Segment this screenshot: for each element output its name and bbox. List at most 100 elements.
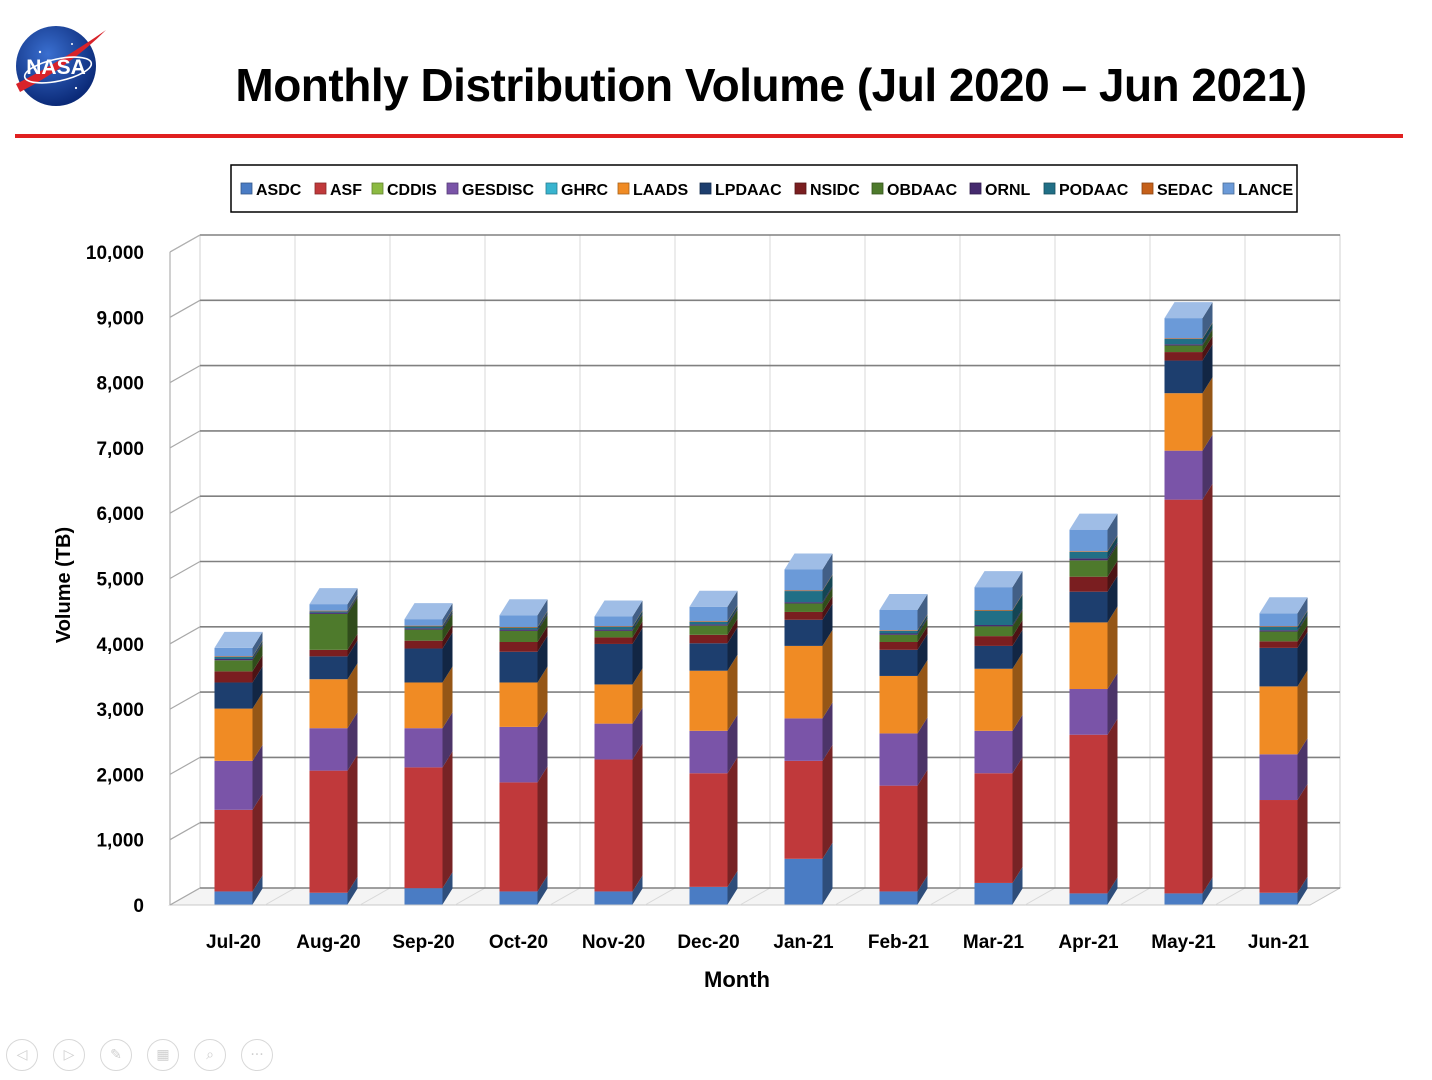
bar-side-ORNL-Mar-21 [1012,609,1023,627]
bar-segment-GESDISC-May-21 [1164,450,1203,500]
bar-side-GESDISC-Feb-21 [917,717,928,786]
bar-segment-ORNL-Nov-20 [594,629,633,631]
bar-segment-OBDAAC-Mar-21 [974,626,1013,637]
y-axis-title: Volume (TB) [53,527,75,643]
bar-segment-SEDAC-Jul-20 [214,656,253,658]
bar-segment-NSIDC-Feb-21 [879,641,918,650]
bar-segment-LPDAAC-Mar-21 [974,645,1013,669]
bar-segment-LANCE-Jan-21 [784,569,823,591]
stacked-bar-chart: 0 1,000 2,000 3,000 4,000 5,000 6,000 7,000 8,00… [53,164,1342,992]
bar-side-PODAAC-Feb-21 [917,614,928,634]
bar-segment-LAADS-Jan-21 [784,645,823,719]
bar-segment-LANCE-Jul-20 [214,647,253,657]
bar-side-GESDISC-May-21 [1202,434,1213,500]
legend-label-LPDAAC: LPDAAC [715,182,782,199]
pen-button[interactable]: ✎ [100,1039,132,1071]
y-tick-label: 7,000 [96,439,144,460]
magnifier-icon: ⌕ [206,1047,214,1063]
bar-side-SEDAC-Mar-21 [1012,593,1023,611]
bar-segment-ASDC-Nov-20 [594,891,633,905]
bar-segment-LAADS-Oct-20 [499,682,538,727]
bar-segment-NSIDC-Jul-20 [214,671,253,683]
bar-side-ASF-Mar-21 [1012,757,1023,883]
bar-side-NSIDC-Dec-20 [727,618,738,644]
bar-side-ASDC-Feb-21 [917,875,928,905]
bar-segment-NSIDC-Nov-20 [594,637,633,644]
bar-segment-SEDAC-Aug-20 [309,610,348,612]
bar-side-LANCE-Jul-20 [252,631,263,657]
legend-swatch-GESDISC [446,182,459,195]
bar-top-Mar-21 [974,571,1023,588]
legend-swatch-LPDAAC [699,182,712,195]
bar-side-LPDAAC-Apr-21 [1107,575,1118,623]
x-tick-label: Apr-21 [1058,932,1119,953]
bar-segment-PODAAC-Jan-21 [784,591,823,603]
bar-side-PODAAC-May-21 [1202,323,1213,345]
bar-segment-ASF-May-21 [1164,499,1203,894]
bar-side-NSIDC-Sep-20 [442,624,453,649]
bar-side-NSIDC-Jun-21 [1297,625,1308,648]
bar-segment-SEDAC-May-21 [1164,338,1203,340]
nasa-logo: NASA [16,26,106,106]
bar-segment-PODAAC-Dec-20 [689,621,728,625]
bar-side-PODAAC-Jul-20 [252,641,263,659]
bar-segment-LPDAAC-May-21 [1164,360,1203,394]
bar-side-PODAAC-Nov-20 [632,610,643,630]
bar-segment-GESDISC-Mar-21 [974,730,1013,774]
bar-side-OBDAAC-Jun-21 [1297,615,1308,642]
bar-side-GESDISC-Sep-20 [442,712,453,768]
bar-side-NSIDC-Jul-20 [252,655,263,683]
bar-side-GESDISC-Dec-20 [727,714,738,774]
bar-segment-ORNL-Mar-21 [974,625,1013,627]
legend-swatch-NSIDC [794,182,807,195]
bar-side-ASDC-Jul-20 [252,875,263,905]
bar-top-Feb-21 [879,593,928,610]
bar-side-GESDISC-Aug-20 [347,712,358,771]
bar-side-ASDC-Mar-21 [1012,866,1023,905]
next-slide-button[interactable]: ▷ [53,1039,85,1071]
bar-segment-ORNL-Dec-20 [689,624,728,626]
bar-segment-LAADS-Feb-21 [879,675,918,734]
legend-label-PODAAC: PODAAC [1059,182,1129,199]
legend-swatch-LAADS [617,182,630,195]
bar-segment-OBDAAC-Aug-20 [309,613,348,650]
bar-segment-LPDAAC-Apr-21 [1069,591,1108,623]
bar-side-LPDAAC-Mar-21 [1012,629,1023,669]
bar-side-OBDAAC-Nov-20 [632,614,643,638]
bar-side-SEDAC-Jan-21 [822,574,833,592]
bar-side-LPDAAC-Jul-20 [252,666,263,709]
bar-side-LANCE-Jun-21 [1297,597,1308,627]
bar-segment-OBDAAC-Feb-21 [879,634,918,642]
more-options-button[interactable]: ··· [241,1039,273,1071]
legend-label-LAADS: LAADS [633,182,688,199]
slide-title: Monthly Distribution Volume (Jul 2020 – … [235,59,1307,111]
bar-segment-GESDISC-Aug-20 [309,728,348,771]
bar-segment-OBDAAC-Oct-20 [499,630,538,642]
bar-segment-NSIDC-Oct-20 [499,641,538,652]
bar-segment-ASDC-Sep-20 [404,888,443,905]
bar-segment-OBDAAC-Apr-21 [1069,560,1108,577]
bar-side-NSIDC-Nov-20 [632,621,643,644]
bar-side-ASDC-Aug-20 [347,876,358,905]
bar-segment-ASF-Aug-20 [309,770,348,893]
bar-stack-May-21 [1164,302,1213,905]
bar-side-ASDC-Apr-21 [1107,877,1118,905]
grid-layer [168,234,1342,906]
bar-side-SEDAC-Apr-21 [1107,535,1118,552]
bar-segment-ORNL-Oct-20 [499,629,538,631]
zoom-button[interactable]: ⌕ [194,1039,226,1071]
bar-segment-LPDAAC-Dec-20 [689,643,728,671]
bar-side-LPDAAC-Jan-21 [822,603,833,646]
bar-segment-NSIDC-Apr-21 [1069,576,1108,592]
bar-segment-LAADS-Aug-20 [309,679,348,729]
previous-slide-button[interactable]: ◁ [6,1039,38,1071]
grid-icon: ▦ [156,1047,170,1063]
slide-sorter-button[interactable]: ▦ [147,1039,179,1071]
bar-segment-LANCE-Apr-21 [1069,529,1108,552]
x-tick-label: Aug-20 [296,932,360,953]
bar-segment-ORNL-Apr-21 [1069,558,1108,561]
bar-side-SEDAC-Jul-20 [252,640,263,658]
legend-label-SEDAC: SEDAC [1157,182,1213,199]
bar-side-GESDISC-Jan-21 [822,702,833,761]
bar-side-LANCE-May-21 [1202,302,1213,339]
